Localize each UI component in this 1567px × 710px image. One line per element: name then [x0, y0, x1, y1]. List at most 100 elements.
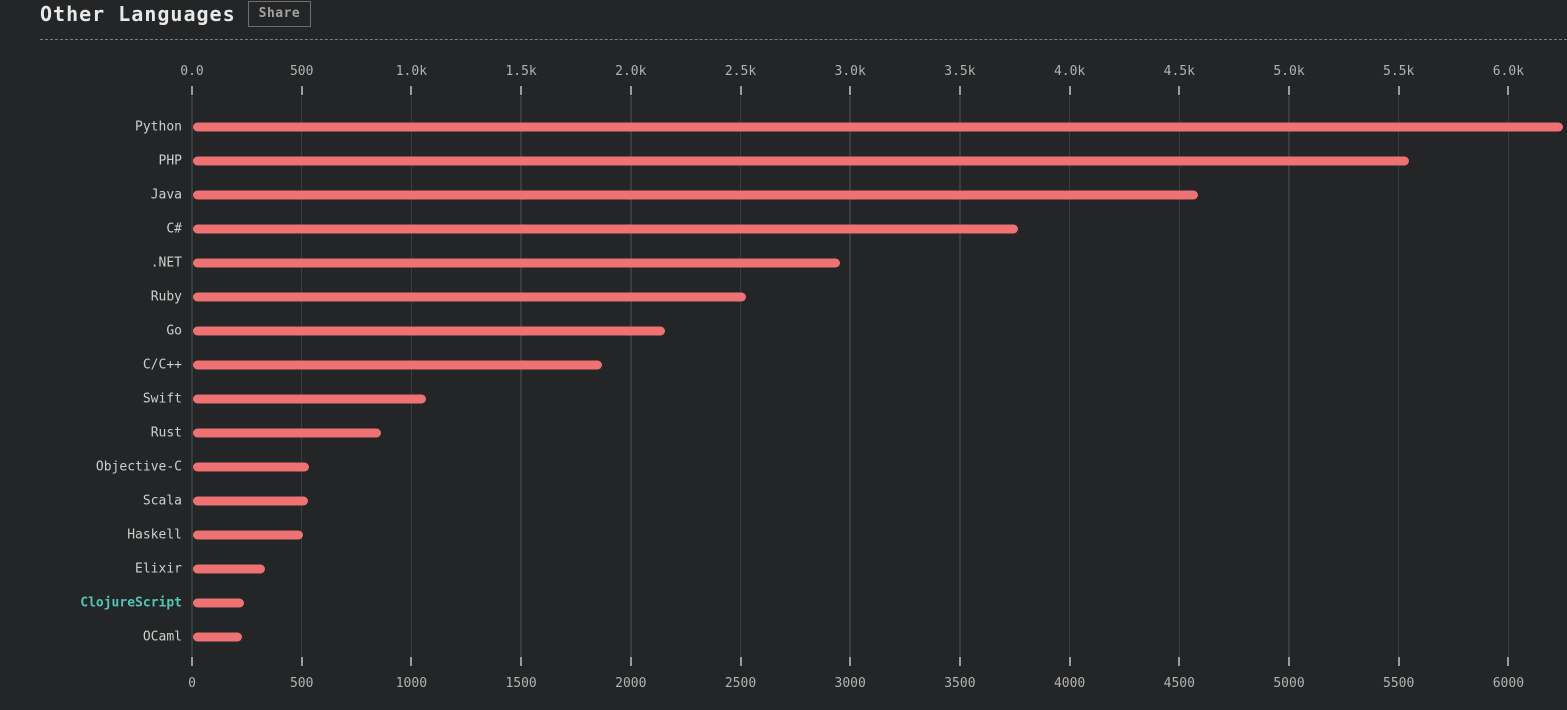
x-axis-top-label: 4.5k — [1163, 64, 1195, 79]
bar-java[interactable] — [193, 190, 1198, 200]
x-gridline — [959, 96, 961, 657]
x-axis-bottom-label: 1000 — [395, 676, 428, 691]
x-axis-top-label: 4.0k — [1053, 64, 1086, 79]
category-label-objective-c: Objective-C — [95, 459, 182, 475]
x-axis-top-tick — [739, 86, 742, 95]
x-axis-bottom-tick — [191, 657, 193, 666]
bar-python[interactable] — [193, 122, 1564, 132]
header: Other Languages Share — [40, 0, 1567, 28]
x-gridline — [1507, 96, 1510, 657]
x-axis-top-tick — [300, 86, 303, 95]
x-axis-top-tick — [849, 86, 852, 95]
category-label-java: Java — [150, 187, 182, 203]
x-axis-top-label: 5.0k — [1273, 64, 1305, 79]
x-gridline — [410, 96, 413, 657]
bar-ocaml[interactable] — [193, 632, 243, 642]
bar-php[interactable] — [193, 156, 1409, 166]
bar-elixir[interactable] — [193, 564, 266, 574]
x-axis-top-label: 0.0 — [180, 64, 204, 79]
category-label-elixir: Elixir — [135, 561, 182, 577]
x-axis-top-label: 2.0k — [615, 64, 647, 79]
x-axis-bottom-label: 3500 — [944, 676, 976, 691]
bar-scala[interactable] — [193, 496, 309, 506]
x-gridline — [630, 96, 632, 657]
category-label-rust: Rust — [150, 425, 182, 441]
x-axis-bottom-label: 4500 — [1163, 676, 1195, 691]
x-axis-top-label: 6.0k — [1492, 64, 1525, 79]
x-axis-top-label: 2.5k — [724, 64, 757, 79]
x-gridline — [849, 96, 851, 657]
x-gridline — [739, 96, 742, 657]
category-label-scala: Scala — [142, 493, 182, 509]
x-axis-top-label: 1.0k — [395, 64, 428, 79]
x-axis-top-label: 3.0k — [834, 64, 866, 79]
x-axis-bottom-label: 4000 — [1053, 676, 1086, 691]
x-axis-bottom-label: 0 — [188, 676, 196, 691]
x-axis-bottom-tick — [1068, 657, 1071, 666]
x-axis-bottom-label: 5000 — [1273, 676, 1305, 691]
x-axis-bottom-tick — [410, 657, 413, 666]
x-axis-top-tick — [1288, 86, 1290, 95]
x-gridline — [1178, 96, 1181, 657]
x-axis-top-tick — [520, 86, 523, 95]
bar-objective-c[interactable] — [193, 462, 310, 472]
x-axis-bottom-tick — [1178, 657, 1181, 666]
x-axis-top-tick — [1507, 86, 1510, 95]
bar--net[interactable] — [193, 258, 841, 268]
x-axis-bottom-label: 2000 — [615, 676, 647, 691]
x-gridline — [191, 96, 193, 657]
x-axis-top-label: 3.5k — [944, 64, 976, 79]
x-gridline — [300, 96, 303, 657]
page-title: Other Languages — [40, 2, 236, 26]
x-axis-bottom-tick — [1507, 657, 1510, 666]
category-label-go: Go — [166, 323, 182, 339]
x-axis-bottom-tick — [958, 657, 961, 666]
share-button[interactable]: Share — [247, 1, 312, 27]
x-gridline — [520, 96, 522, 657]
x-axis-bottom-tick — [1397, 657, 1400, 666]
x-axis-bottom-label: 1500 — [505, 676, 537, 691]
bar-rust[interactable] — [193, 428, 381, 438]
x-axis-top-tick — [410, 86, 413, 95]
bar-haskell[interactable] — [193, 530, 303, 540]
category-label-ocaml: OCaml — [142, 629, 182, 645]
x-axis-top-tick — [1068, 86, 1071, 95]
header-divider — [40, 39, 1567, 40]
category-label-c-c-: C/C++ — [142, 357, 182, 373]
x-axis-bottom-tick — [520, 657, 523, 666]
x-axis-top-label: 500 — [289, 64, 314, 79]
x-axis-top-label: 5.5k — [1383, 64, 1415, 79]
x-axis-top-tick — [1397, 86, 1400, 95]
x-axis-bottom-label: 2500 — [724, 676, 757, 691]
x-axis-top-tick — [629, 86, 632, 95]
bar-go[interactable] — [193, 326, 665, 336]
x-axis-bottom-tick — [300, 657, 303, 666]
category-label-swift: Swift — [142, 391, 182, 407]
x-axis-top-label: 1.5k — [505, 64, 537, 79]
category-label-ruby: Ruby — [150, 289, 182, 305]
x-axis-bottom-tick — [629, 657, 632, 666]
x-gridline — [1397, 96, 1400, 657]
x-axis-top-tick — [1178, 86, 1181, 95]
category-label-c-: C# — [166, 221, 182, 237]
x-axis-bottom-label: 5500 — [1383, 676, 1415, 691]
category-label-python: Python — [135, 119, 182, 135]
x-axis-top-tick — [191, 86, 193, 95]
x-axis-bottom-tick — [849, 657, 852, 666]
bar-clojurescript[interactable] — [193, 598, 244, 608]
x-gridline — [1068, 96, 1071, 657]
bar-c-[interactable] — [193, 224, 1019, 234]
category-label-haskell: Haskell — [127, 527, 182, 543]
bar-swift[interactable] — [193, 394, 426, 404]
x-axis-bottom-label: 500 — [289, 676, 314, 691]
bar-ruby[interactable] — [193, 292, 746, 302]
x-axis-top-tick — [958, 86, 961, 95]
x-axis-bottom-tick — [739, 657, 742, 666]
category-label-clojurescript: ClojureScript — [80, 595, 182, 611]
bar-c-c-[interactable] — [193, 360, 603, 370]
x-gridline — [1288, 96, 1290, 657]
x-axis-bottom-label: 3000 — [834, 676, 866, 691]
x-axis-bottom-tick — [1288, 657, 1290, 666]
